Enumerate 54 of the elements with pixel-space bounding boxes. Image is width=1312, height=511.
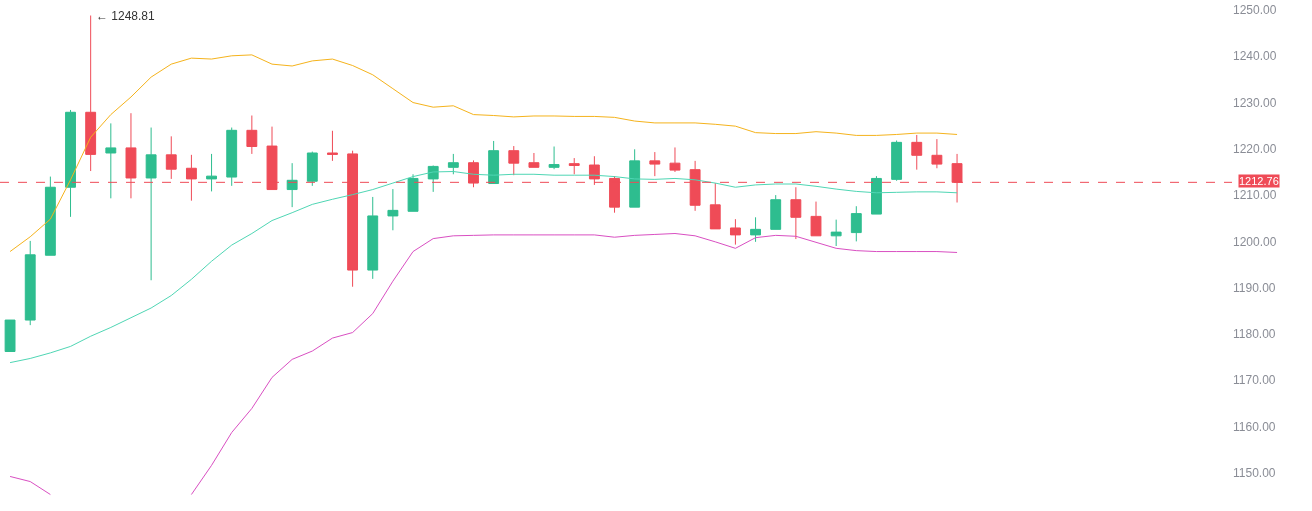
candlestick <box>508 145 520 176</box>
candlestick <box>185 154 197 202</box>
y-tick-label: 1220.00 <box>1233 142 1277 157</box>
candlestick <box>165 135 177 180</box>
candlestick <box>911 134 923 171</box>
candlestick <box>871 175 882 215</box>
y-tick-label: 1150.00 <box>1233 465 1276 480</box>
candlestick <box>306 151 318 187</box>
y-tick-label: 1250.00 <box>1233 3 1277 18</box>
y-tick-label: 1210.00 <box>1233 188 1277 203</box>
y-tick-label: 1240.00 <box>1233 49 1277 64</box>
candlestick <box>790 186 802 240</box>
candlestick <box>669 146 681 173</box>
candlestick <box>4 319 16 353</box>
candlestick <box>44 176 56 256</box>
y-tick-label: 1180.00 <box>1233 327 1276 342</box>
candlestick <box>891 140 903 182</box>
ref-line-label: 1212.76 <box>1239 175 1279 187</box>
candlestick <box>105 122 117 199</box>
candlestick <box>931 138 943 169</box>
candlestick <box>810 201 822 237</box>
y-tick-label: 1230.00 <box>1233 95 1277 110</box>
candlestick <box>286 162 298 208</box>
line-series <box>9 171 958 364</box>
y-tick-label: 1160.00 <box>1233 419 1276 434</box>
candlestick <box>24 240 36 326</box>
candlestick <box>327 130 338 162</box>
candlestick <box>226 127 238 187</box>
candlestick <box>750 216 761 243</box>
candlestick <box>629 148 641 208</box>
y-tick-label: 1170.00 <box>1233 373 1276 388</box>
candlestick <box>246 115 258 155</box>
candlestick <box>830 219 842 247</box>
line-series <box>9 54 958 253</box>
y-tick-label: 1200.00 <box>1233 234 1277 249</box>
candlestick <box>528 152 540 168</box>
y-tick-label: 1190.00 <box>1233 280 1276 295</box>
candlestick <box>206 153 217 192</box>
candlestick <box>367 196 379 280</box>
candlestick <box>447 153 459 175</box>
candlestick <box>729 218 741 246</box>
candlestick <box>568 157 580 175</box>
candlestick <box>649 151 661 177</box>
candlestick <box>407 173 419 212</box>
candlestick <box>770 194 782 230</box>
annotation: ← 1248.81 <box>96 9 156 23</box>
candlestick <box>488 140 500 185</box>
candlestick <box>387 188 399 231</box>
candlestick <box>85 15 97 172</box>
candlestick <box>709 182 721 230</box>
candlestick <box>850 205 862 242</box>
candlestick <box>145 127 157 281</box>
candlestick <box>65 109 76 218</box>
candlestick <box>548 146 560 170</box>
